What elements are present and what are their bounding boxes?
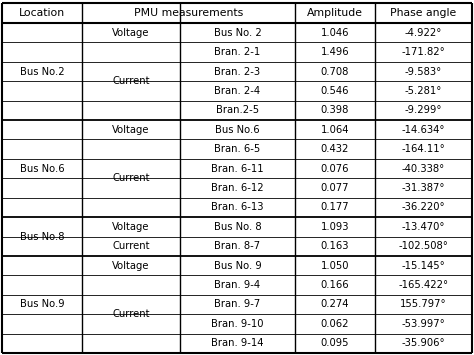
Text: Bran. 9-7: Bran. 9-7 (214, 300, 261, 310)
Text: -9.299°: -9.299° (405, 105, 442, 115)
Text: -5.281°: -5.281° (405, 86, 442, 96)
Text: 0.708: 0.708 (321, 66, 349, 77)
Text: -40.338°: -40.338° (402, 164, 445, 174)
Text: 155.797°: 155.797° (400, 300, 447, 310)
Text: -102.508°: -102.508° (399, 241, 448, 251)
Text: Bus No.6: Bus No.6 (215, 125, 260, 135)
Text: Voltage: Voltage (112, 261, 150, 271)
Text: 0.432: 0.432 (321, 144, 349, 154)
Text: 0.546: 0.546 (321, 86, 349, 96)
Text: Bran. 6-11: Bran. 6-11 (211, 164, 264, 174)
Text: Current: Current (112, 76, 150, 86)
Text: 0.274: 0.274 (321, 300, 349, 310)
Text: 0.062: 0.062 (321, 319, 349, 329)
Text: Current: Current (112, 241, 150, 251)
Text: Bran. 2-1: Bran. 2-1 (214, 47, 261, 57)
Text: 0.163: 0.163 (321, 241, 349, 251)
Text: 0.077: 0.077 (321, 183, 349, 193)
Text: PMU measurements: PMU measurements (134, 8, 243, 18)
Text: Bus No. 9: Bus No. 9 (214, 261, 261, 271)
Text: 1.046: 1.046 (321, 28, 349, 38)
Text: Bus No.8: Bus No.8 (20, 231, 64, 241)
Text: Amplitude: Amplitude (307, 8, 363, 18)
Text: Bran.2-5: Bran.2-5 (216, 105, 259, 115)
Text: 0.177: 0.177 (321, 202, 349, 212)
Text: Bran. 9-4: Bran. 9-4 (214, 280, 261, 290)
Text: -4.922°: -4.922° (405, 28, 442, 38)
Text: 0.095: 0.095 (321, 338, 349, 348)
Text: -36.220°: -36.220° (401, 202, 445, 212)
Text: Bran. 9-14: Bran. 9-14 (211, 338, 264, 348)
Text: 0.166: 0.166 (321, 280, 349, 290)
Text: 1.064: 1.064 (321, 125, 349, 135)
Text: -53.997°: -53.997° (401, 319, 446, 329)
Text: Location: Location (19, 8, 65, 18)
Text: Bran. 2-3: Bran. 2-3 (214, 66, 261, 77)
Text: Bus No. 2: Bus No. 2 (214, 28, 261, 38)
Text: Bran. 9-10: Bran. 9-10 (211, 319, 264, 329)
Text: Current: Current (112, 173, 150, 183)
Text: Bus No.2: Bus No.2 (20, 66, 64, 77)
Text: 0.398: 0.398 (321, 105, 349, 115)
Text: 0.076: 0.076 (321, 164, 349, 174)
Text: -14.634°: -14.634° (402, 125, 445, 135)
Text: Voltage: Voltage (112, 125, 150, 135)
Text: 1.093: 1.093 (321, 222, 349, 232)
Text: Bus No.9: Bus No.9 (20, 300, 64, 310)
Text: Voltage: Voltage (112, 222, 150, 232)
Text: -164.11°: -164.11° (401, 144, 446, 154)
Text: Bran. 8-7: Bran. 8-7 (214, 241, 261, 251)
Text: Bus No. 8: Bus No. 8 (214, 222, 261, 232)
Text: -35.906°: -35.906° (401, 338, 445, 348)
Text: -31.387°: -31.387° (402, 183, 445, 193)
Text: -9.583°: -9.583° (405, 66, 442, 77)
Text: -171.82°: -171.82° (401, 47, 446, 57)
Text: Current: Current (112, 309, 150, 319)
Text: Bran. 6-13: Bran. 6-13 (211, 202, 264, 212)
Text: -15.145°: -15.145° (401, 261, 446, 271)
Text: -13.470°: -13.470° (402, 222, 445, 232)
Text: 1.496: 1.496 (321, 47, 349, 57)
Text: Voltage: Voltage (112, 28, 150, 38)
Text: Bus No.6: Bus No.6 (20, 164, 64, 174)
Text: 1.050: 1.050 (321, 261, 349, 271)
Text: -165.422°: -165.422° (399, 280, 448, 290)
Text: Phase angle: Phase angle (391, 8, 456, 18)
Text: Bran. 2-4: Bran. 2-4 (214, 86, 261, 96)
Text: Bran. 6-5: Bran. 6-5 (214, 144, 261, 154)
Text: Bran. 6-12: Bran. 6-12 (211, 183, 264, 193)
